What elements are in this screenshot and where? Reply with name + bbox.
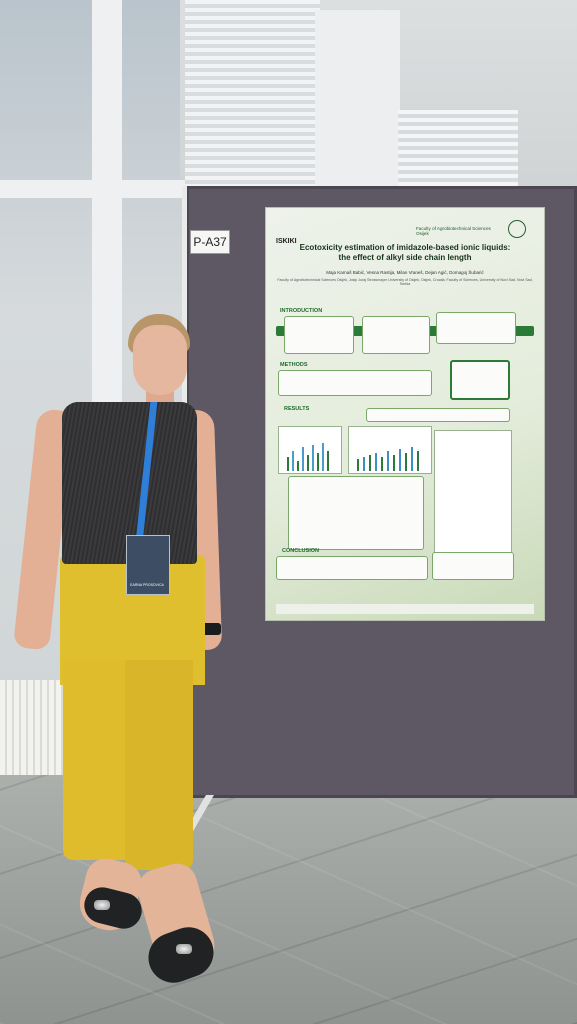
methods-box [278, 370, 432, 396]
face [133, 325, 187, 395]
sandal-ornament [94, 900, 110, 910]
poster-authors: Maja Karnaš Babić, Vesna Rastija, Milan … [326, 270, 484, 275]
faculty-logo: Faculty of Agrobiotechnical Sciences Osi… [416, 226, 491, 236]
trouser-leg-left [63, 660, 133, 860]
poster-affiliation: Faculty of Agrobiotechnical Sciences Osi… [277, 278, 533, 286]
conclusion-box [276, 556, 428, 580]
methods-diagram [450, 360, 510, 400]
university-seal-icon [508, 220, 526, 238]
badge-text: EARNA PROSOVICA [130, 583, 164, 587]
intro-box-2 [362, 316, 430, 354]
radar-plots [434, 430, 512, 556]
poster-title: Ecotoxicity estimation of imidazole-base… [272, 243, 538, 263]
results-summary [432, 552, 514, 580]
acknowledgement-strip [276, 604, 534, 614]
title-line-1: Ecotoxicity estimation of imidazole-base… [299, 243, 511, 252]
stand-label: P-A37 [190, 230, 230, 254]
intro-box-3 [436, 312, 516, 344]
window-frame [0, 180, 185, 198]
title-line-2: the effect of alkyl side chain length [338, 253, 472, 262]
conclusion-heading: CONCLUSION [282, 548, 319, 554]
name-badge [126, 535, 170, 595]
bar-chart-2 [348, 426, 432, 474]
sandal-ornament [176, 944, 192, 954]
introduction-heading: INTRODUCTION [280, 308, 323, 314]
scientific-poster: ISKIKI Faculty of Agrobiotechnical Scien… [266, 208, 544, 620]
results-note [366, 408, 510, 422]
bar-chart-1 [278, 426, 342, 474]
trouser-leg-right [125, 660, 193, 870]
conference-logo: ISKIKI [276, 238, 297, 245]
results-heading: RESULTS [284, 406, 310, 412]
intro-box-1 [284, 316, 354, 354]
methods-heading: METHODS [280, 362, 308, 368]
results-table [288, 476, 424, 550]
pillar [315, 10, 400, 210]
blinds-window [185, 0, 320, 220]
